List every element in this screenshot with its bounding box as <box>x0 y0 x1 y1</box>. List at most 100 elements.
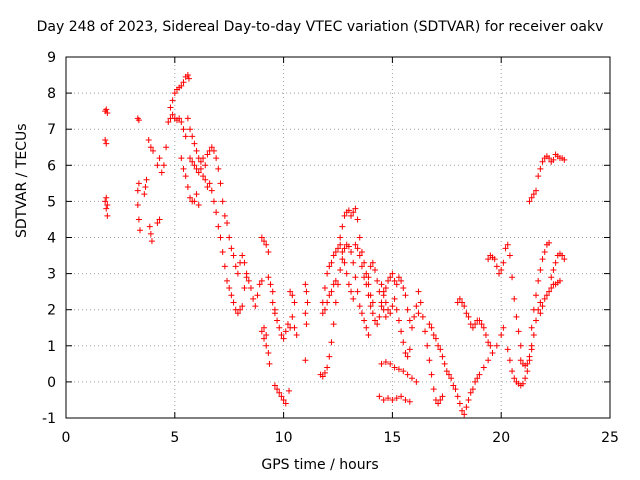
x-tick-label: 5 <box>170 430 179 446</box>
data-point <box>134 202 141 209</box>
data-point <box>102 137 109 144</box>
data-point <box>389 396 396 403</box>
data-point <box>345 243 352 250</box>
data-point <box>274 317 281 324</box>
data-point <box>472 378 479 385</box>
data-point <box>263 331 270 338</box>
data-point <box>476 317 483 324</box>
data-point <box>200 173 207 180</box>
data-point <box>319 310 326 317</box>
data-point <box>469 386 476 393</box>
data-point <box>437 396 444 403</box>
data-point <box>443 368 450 375</box>
data-point <box>247 285 254 292</box>
data-point <box>189 133 196 140</box>
data-point <box>267 281 274 288</box>
data-point <box>208 144 215 151</box>
data-point <box>387 310 394 317</box>
data-point <box>546 239 553 246</box>
data-point <box>404 371 411 378</box>
data-point <box>150 147 157 154</box>
data-point <box>537 165 544 172</box>
data-point <box>472 321 479 328</box>
data-points <box>102 72 568 418</box>
data-point <box>380 396 387 403</box>
data-point <box>365 331 372 338</box>
data-point <box>504 346 511 353</box>
data-point <box>422 328 429 335</box>
data-point <box>358 310 365 317</box>
data-point <box>291 324 298 331</box>
data-point <box>465 396 472 403</box>
data-point <box>145 137 152 144</box>
data-point <box>182 173 189 180</box>
data-point <box>263 241 270 248</box>
data-point <box>552 259 559 266</box>
data-point <box>363 270 370 277</box>
data-point <box>156 216 163 223</box>
data-point <box>330 321 337 328</box>
data-point <box>369 259 376 266</box>
data-point <box>517 357 524 364</box>
data-point <box>252 303 259 310</box>
data-point <box>376 313 383 320</box>
data-point <box>147 144 154 151</box>
data-point <box>415 288 422 295</box>
data-point <box>371 266 378 273</box>
data-point <box>324 270 331 277</box>
data-point <box>435 400 442 407</box>
data-point <box>261 324 268 331</box>
data-point <box>406 317 413 324</box>
data-point <box>245 277 252 284</box>
data-point <box>528 324 535 331</box>
data-point <box>485 256 492 263</box>
data-point <box>448 375 455 382</box>
x-axis-ticks: 0 5 10 15 20 25 <box>62 57 619 446</box>
data-point <box>350 209 357 216</box>
data-point <box>204 151 211 158</box>
data-point <box>337 266 344 273</box>
data-point <box>343 270 350 277</box>
data-point <box>143 176 150 183</box>
data-point <box>182 133 189 140</box>
data-point <box>135 117 142 124</box>
data-point <box>135 180 142 187</box>
data-point <box>178 118 185 125</box>
data-point <box>352 205 359 212</box>
data-point <box>515 328 522 335</box>
data-point <box>221 263 228 270</box>
data-point <box>548 285 555 292</box>
data-point <box>163 144 170 151</box>
data-point <box>178 82 185 89</box>
data-point <box>148 238 155 245</box>
data-point <box>326 263 333 270</box>
data-point <box>187 126 194 133</box>
data-point <box>395 366 402 373</box>
data-point <box>339 223 346 230</box>
data-point <box>485 339 492 346</box>
data-point <box>378 360 385 367</box>
data-point <box>456 400 463 407</box>
data-point <box>337 241 344 248</box>
data-point <box>400 285 407 292</box>
data-point <box>278 331 285 338</box>
data-point <box>197 158 204 165</box>
data-point <box>195 169 202 176</box>
data-point <box>254 292 261 299</box>
data-point <box>302 357 309 364</box>
data-point <box>378 281 385 288</box>
data-point <box>341 259 348 266</box>
data-point <box>202 176 209 183</box>
data-point <box>241 285 248 292</box>
data-point <box>556 277 563 284</box>
data-point <box>404 353 411 360</box>
data-point <box>413 378 420 385</box>
y-tick-label: 5 <box>47 194 56 210</box>
data-point <box>302 310 309 317</box>
data-point <box>478 321 485 328</box>
data-point <box>361 259 368 266</box>
data-point <box>369 310 376 317</box>
data-point <box>147 230 154 237</box>
data-point <box>228 245 235 252</box>
data-point <box>535 173 542 180</box>
